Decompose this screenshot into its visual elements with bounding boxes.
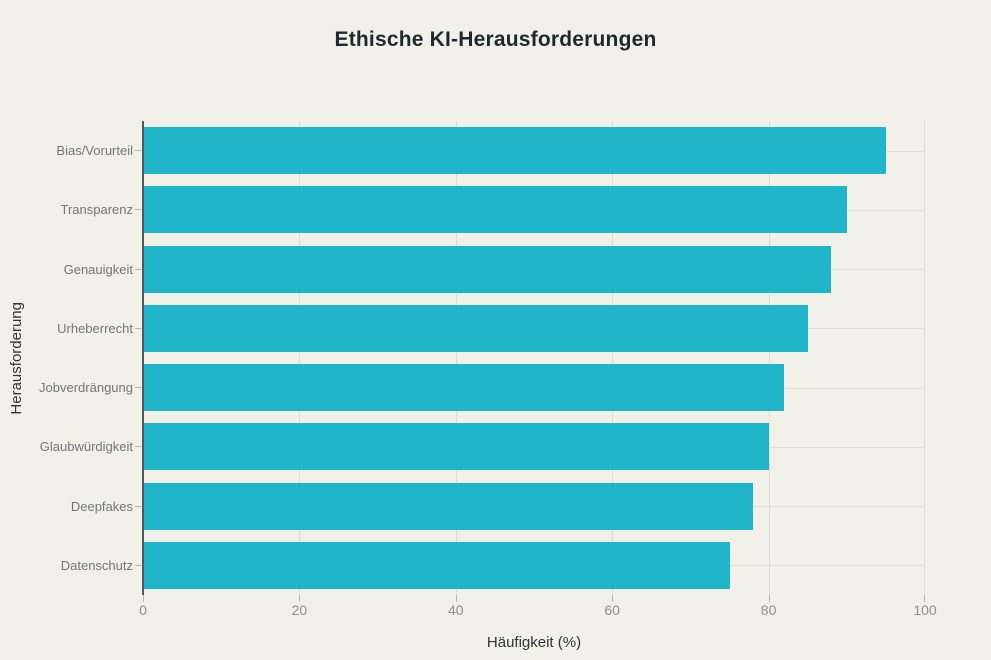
bar-area [143, 121, 925, 180]
bar-area [143, 477, 925, 536]
category-label: Deepfakes [70, 498, 133, 514]
bar-row: Urheberrecht [0, 299, 925, 358]
bar [143, 482, 753, 530]
category-label: Bias/Vorurteil [56, 143, 133, 159]
bar-area [143, 240, 925, 299]
x-tick-label: 60 [604, 602, 620, 618]
vertical-gridline [299, 121, 301, 595]
vertical-gridline [612, 121, 614, 595]
x-tick-mark [143, 595, 144, 602]
x-axis-tick-labels: 0 20 40 60 80 100 [139, 602, 937, 620]
bar [143, 186, 847, 234]
x-tick-label: 80 [760, 602, 777, 618]
bar [143, 245, 832, 293]
bar-row: Glaubwürdigkeit [0, 417, 925, 476]
x-tick-mark [924, 595, 925, 602]
x-tick-mark [299, 595, 301, 602]
x-tick-label: 40 [448, 602, 464, 618]
bar-area [143, 180, 925, 239]
bar-row: Deepfakes [0, 477, 925, 536]
bar [143, 541, 730, 589]
vertical-gridline [924, 121, 925, 595]
x-tick-mark [455, 595, 457, 602]
chart-title: Ethische KI-Herausforderungen [334, 28, 657, 51]
category-label: Datenschutz [60, 557, 133, 573]
x-tick-label: 0 [139, 602, 147, 618]
bar [143, 127, 886, 175]
category-tick [135, 387, 141, 389]
y-axis-line [142, 121, 144, 595]
x-axis-tick-marks [143, 595, 925, 603]
category-label: Glaubwürdigkeit [39, 439, 133, 455]
bar-row: Transparenz [0, 180, 925, 239]
category-label: Transparenz [60, 202, 134, 218]
bar-area [143, 358, 925, 417]
category-label: Jobverdrängung [39, 380, 133, 396]
bar-row: Genauigkeit [0, 240, 925, 299]
bar [143, 364, 785, 412]
category-tick [135, 327, 141, 329]
y-axis-title-wrap: Herausforderung [8, 121, 25, 595]
bar-row: Datenschutz [0, 536, 925, 595]
bar-area [143, 299, 925, 358]
bar [143, 304, 808, 352]
category-tick [135, 505, 141, 507]
category-tick [135, 268, 141, 270]
bar-row: Jobverdrängung [0, 358, 925, 417]
x-tick-mark [612, 595, 614, 602]
category-tick [135, 209, 141, 211]
y-axis-title: Herausforderung [8, 301, 25, 415]
bar-rows: Bias/Vorurteil Transparenz Genauigkeit U… [0, 121, 925, 595]
bar-area [143, 536, 925, 595]
x-axis-title: Häufigkeit (%) [486, 634, 582, 651]
x-tick-mark [768, 595, 770, 602]
vertical-gridline [768, 121, 770, 595]
category-tick [135, 446, 141, 448]
category-label: Genauigkeit [63, 261, 133, 277]
bar-area [143, 417, 925, 476]
vertical-gridline [455, 121, 457, 595]
bar-row: Bias/Vorurteil [0, 121, 925, 180]
category-tick [135, 150, 141, 152]
x-tick-label: 100 [913, 602, 937, 618]
category-label: Urheberrecht [57, 320, 133, 336]
bar [143, 423, 769, 471]
category-tick [135, 564, 141, 566]
x-tick-label: 20 [291, 602, 308, 618]
